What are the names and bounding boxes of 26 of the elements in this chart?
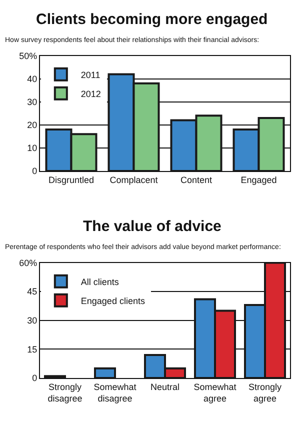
y-tick-label: 20 bbox=[27, 120, 38, 130]
y-tick-label: 40 bbox=[27, 74, 38, 84]
y-tick-label: 30 bbox=[27, 97, 38, 108]
x-tick-label: Engaged bbox=[240, 174, 277, 185]
y-tick-label: 0 bbox=[32, 166, 38, 176]
x-tick-label: Strongly disagree bbox=[48, 382, 82, 404]
legend-label: 2011 bbox=[80, 70, 100, 80]
x-tick-label: Somewhat agree bbox=[194, 382, 237, 404]
y-tick-label: 60% bbox=[19, 258, 38, 268]
x-tick-label: Content bbox=[180, 174, 213, 185]
legend-label: 2012 bbox=[80, 88, 101, 99]
y-tick-label: 45 bbox=[27, 286, 38, 297]
chart-title: Clients becoming more engaged bbox=[36, 11, 268, 28]
chart-title: The value of advice bbox=[83, 218, 222, 235]
x-tick-label: Strongly agree bbox=[248, 382, 282, 404]
y-tick-label: 15 bbox=[27, 344, 38, 354]
y-tick-label: 30 bbox=[27, 316, 38, 326]
x-tick-label: Somewhat disagree bbox=[94, 382, 137, 404]
x-tick-label: Disgruntled bbox=[48, 174, 94, 185]
legend-label: Engaged clients bbox=[80, 296, 146, 306]
y-tick-label: 0 bbox=[32, 373, 38, 384]
x-tick-label: Neutral bbox=[150, 382, 180, 392]
y-tick-label: 10 bbox=[27, 143, 38, 154]
y-tick-label: 50% bbox=[19, 50, 38, 61]
legend-label: All clients bbox=[80, 276, 120, 287]
x-tick-label: Complacent bbox=[110, 174, 158, 185]
